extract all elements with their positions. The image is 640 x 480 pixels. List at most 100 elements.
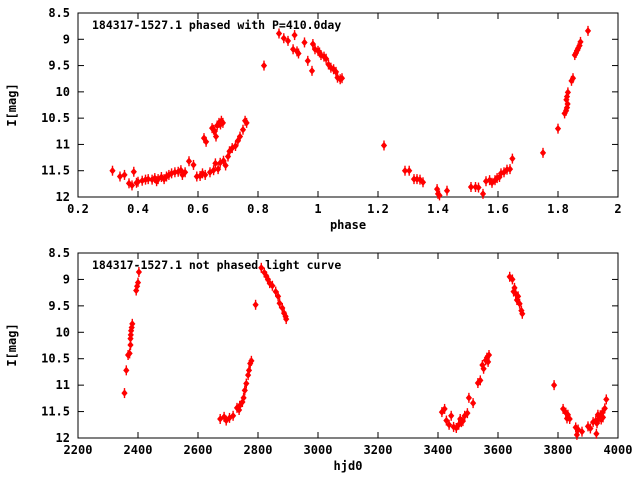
y-tick-label: 12	[56, 431, 70, 445]
bottom-panel-points	[121, 262, 610, 440]
data-point	[562, 407, 569, 418]
top-panel-title: 184317-1527.1 phased with P=410.0day	[92, 18, 341, 32]
data-point	[601, 403, 608, 414]
x-tick-label: 2200	[64, 443, 93, 457]
data-point	[599, 412, 607, 423]
data-point	[190, 159, 197, 170]
data-point	[308, 65, 316, 76]
data-point	[272, 286, 279, 297]
data-point	[240, 392, 247, 403]
y-tick-label: 12	[56, 190, 70, 204]
data-point	[584, 25, 592, 36]
data-point	[283, 314, 290, 325]
top-panel-border	[77, 12, 619, 198]
data-point	[275, 291, 282, 302]
data-point	[121, 169, 128, 180]
data-point	[212, 131, 220, 142]
data-point	[175, 166, 182, 177]
data-point	[327, 62, 334, 73]
data-point	[260, 60, 268, 71]
data-point	[448, 410, 455, 421]
data-point	[475, 182, 482, 193]
data-point	[142, 174, 149, 185]
data-point	[245, 365, 253, 376]
data-point	[275, 28, 283, 39]
data-point	[509, 153, 516, 164]
data-point	[116, 171, 124, 182]
x-tick-label: 1.6	[487, 202, 509, 216]
data-point	[419, 177, 427, 188]
data-point	[446, 419, 453, 430]
data-point	[130, 166, 137, 177]
bottom-panel-xlabel: hjd0	[334, 459, 363, 473]
data-point	[239, 124, 247, 135]
data-point	[258, 262, 265, 273]
data-point	[290, 44, 297, 55]
data-point	[219, 117, 226, 128]
data-point	[593, 428, 600, 439]
data-point	[459, 416, 466, 427]
data-point	[304, 55, 311, 66]
bottom-panel-ticks: 2200 2400 2600 2800 3000 3200 3400 3600 3800 4000…	[41, 246, 632, 457]
x-tick-label: 3800	[544, 443, 573, 457]
data-point	[485, 356, 492, 367]
data-point	[236, 131, 244, 142]
x-tick-label: 0.4	[127, 202, 149, 216]
data-point	[291, 30, 298, 41]
data-point	[280, 33, 287, 44]
data-point	[128, 180, 136, 191]
data-point	[248, 355, 255, 366]
x-tick-label: 1.4	[427, 202, 449, 216]
y-tick-label: 9.5	[48, 59, 70, 73]
top-panel-ticks: 0.2 0.4 0.6 0.8 1 1.2 1.4 1.6 1.8 2 8.5 9 9.5 10 10.5 1…	[41, 6, 622, 216]
data-point	[109, 165, 116, 176]
x-tick-label: 3400	[424, 443, 453, 457]
data-point	[569, 73, 577, 84]
data-point	[566, 413, 573, 424]
data-point	[252, 299, 259, 310]
data-point	[515, 291, 522, 302]
y-tick-label: 10	[56, 85, 70, 99]
data-point	[485, 350, 493, 361]
x-tick-label: 2400	[124, 443, 153, 457]
data-point	[145, 174, 152, 185]
y-tick-label: 11	[56, 378, 70, 392]
data-point	[477, 375, 484, 386]
data-point	[443, 415, 450, 426]
data-point	[450, 421, 457, 432]
x-tick-label: 2600	[184, 443, 213, 457]
bottom-panel-border	[77, 252, 619, 439]
y-tick-label: 9.5	[48, 299, 70, 313]
data-point	[185, 156, 193, 167]
data-point	[123, 365, 130, 376]
data-point	[276, 298, 283, 309]
top-panel-points	[109, 25, 592, 201]
data-point	[134, 176, 142, 187]
data-point	[295, 48, 302, 59]
data-point	[578, 426, 586, 437]
data-point	[516, 298, 523, 309]
data-point	[441, 403, 448, 414]
y-tick-label: 9	[63, 32, 70, 46]
x-tick-label: 3000	[304, 443, 333, 457]
data-point	[406, 165, 413, 176]
data-point	[222, 160, 229, 171]
data-point	[135, 267, 142, 278]
top-panel-xlabel: phase	[330, 218, 366, 232]
data-point	[380, 140, 388, 151]
data-point	[577, 36, 584, 47]
data-point	[323, 53, 330, 64]
data-point	[301, 37, 308, 48]
x-tick-label: 4000	[604, 443, 633, 457]
y-tick-label: 11.5	[41, 405, 70, 419]
data-point	[134, 277, 142, 288]
data-point	[603, 394, 610, 405]
y-tick-label: 11.5	[41, 164, 70, 178]
data-point	[590, 417, 597, 428]
y-tick-label: 10.5	[41, 352, 70, 366]
data-point	[230, 410, 237, 421]
bottom-panel-title: 184317-1527.1 not phased light curve	[92, 258, 341, 272]
unphased-light-curve-panel: 2200 2400 2600 2800 3000 3200 3400 3600 3800 4000…	[5, 246, 632, 473]
data-point	[279, 302, 286, 313]
